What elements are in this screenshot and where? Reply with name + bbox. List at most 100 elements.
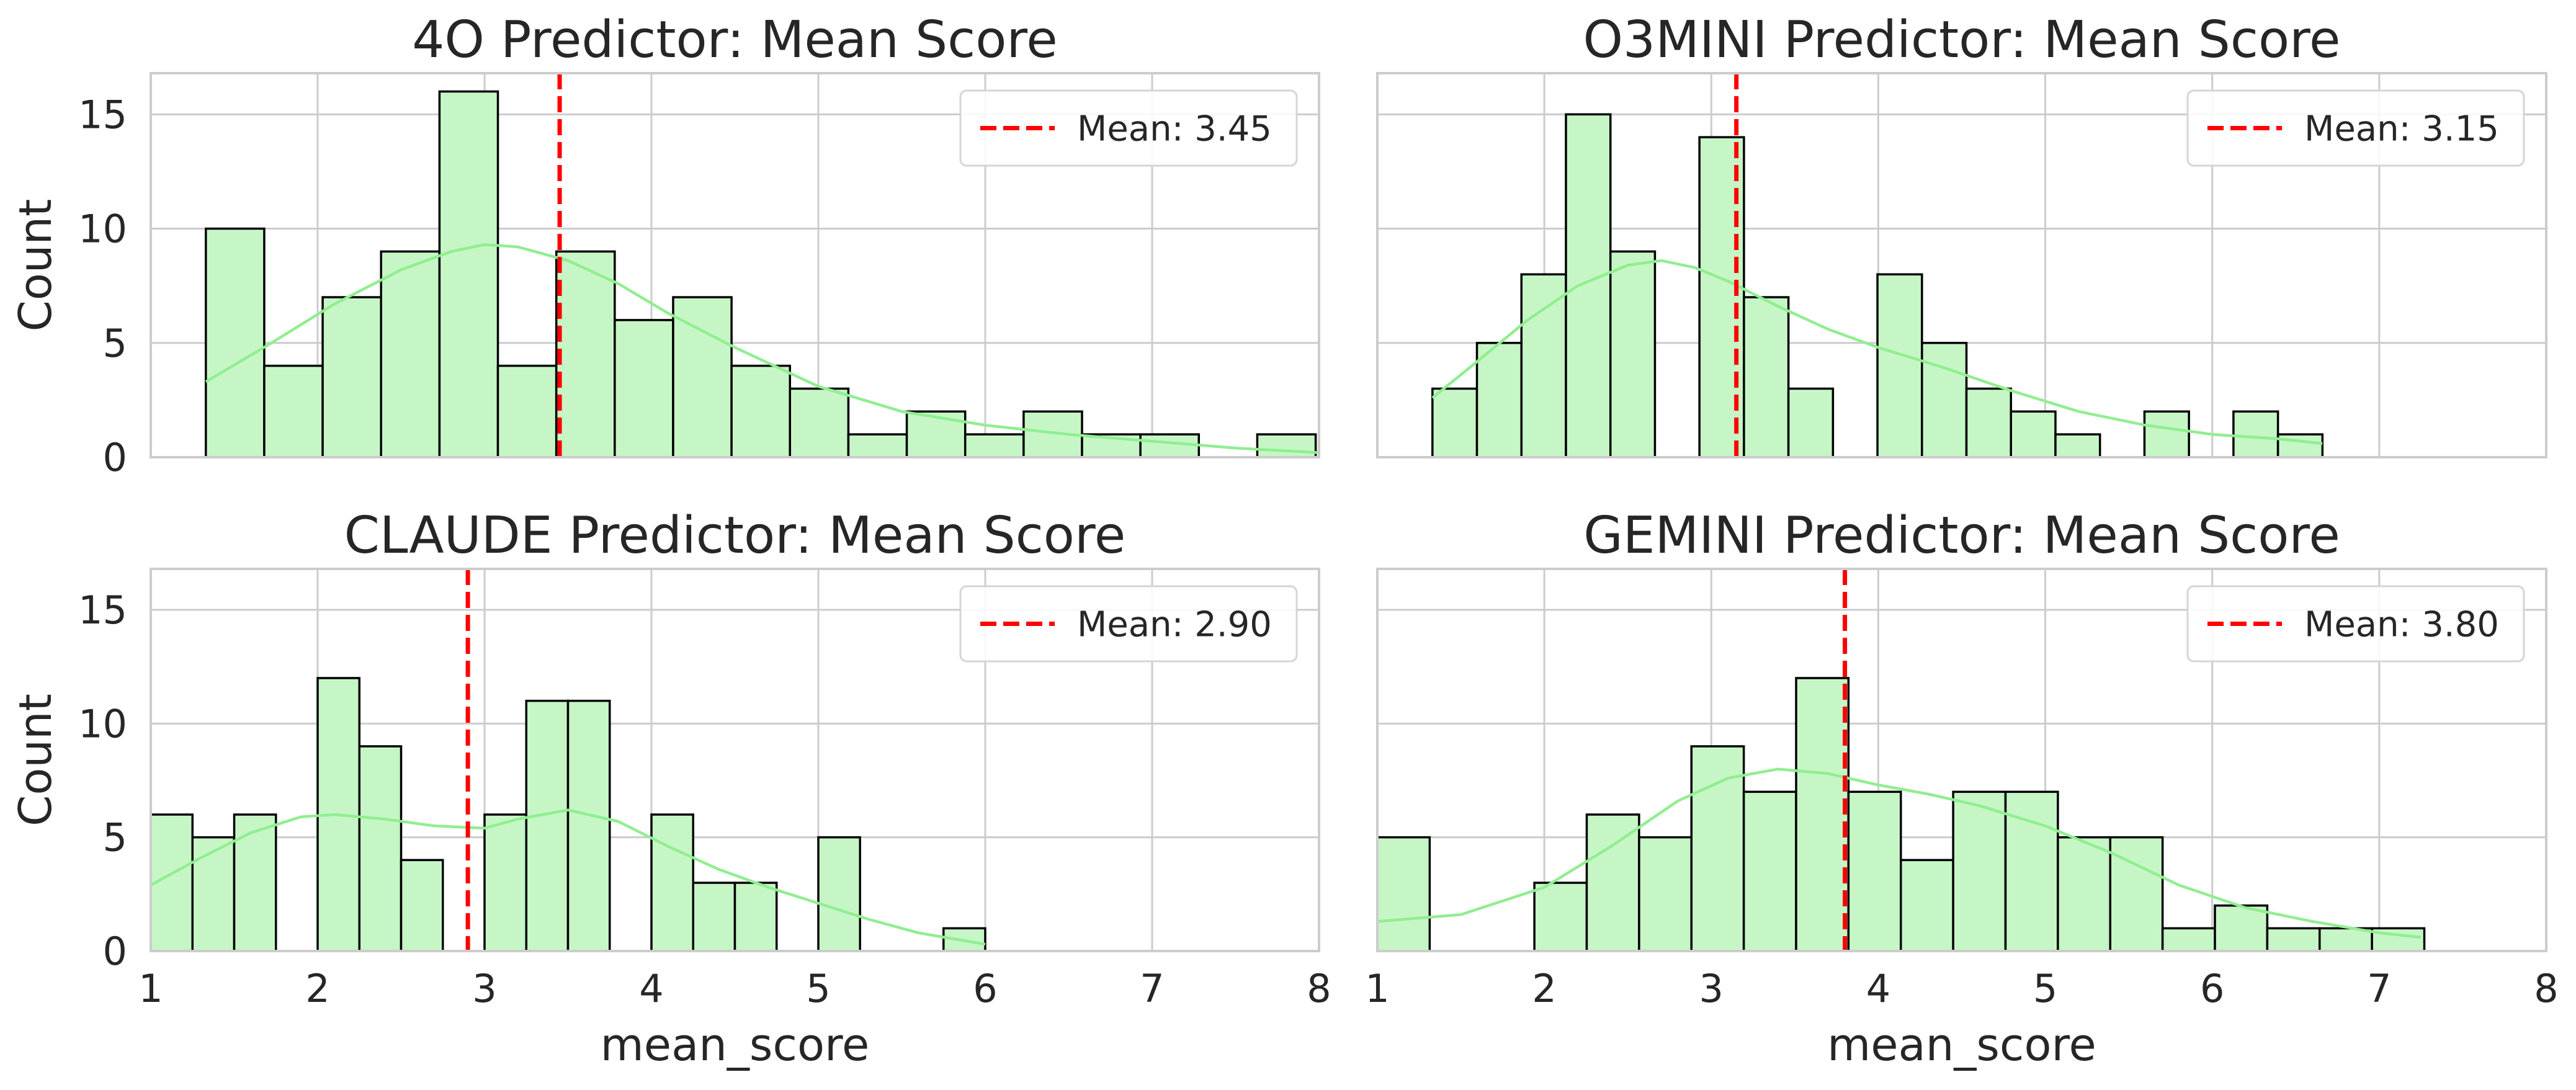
histogram-bar <box>650 813 694 951</box>
kde-curve <box>205 243 1319 454</box>
chart-title: 4O Predictor: Mean Score <box>412 11 1058 69</box>
y-tick-label: 10 <box>78 701 127 746</box>
y-axis-label: Count <box>9 694 61 826</box>
legend-box <box>2186 89 2525 167</box>
x-tick-label: 5 <box>806 966 830 1011</box>
histogram-bar <box>1742 790 1797 951</box>
histogram-bar <box>1377 836 1431 951</box>
x-tick-label: 8 <box>2534 966 2558 1011</box>
y-tick-label: 0 <box>103 929 127 974</box>
axes-frame <box>1376 72 2547 458</box>
histogram-bar <box>692 882 736 951</box>
y-axis-label: Count <box>9 199 61 332</box>
x-tick-label: 5 <box>2033 966 2057 1011</box>
histogram-bar <box>1609 250 1657 457</box>
x-tick-label: 2 <box>305 966 329 1011</box>
x-tick-label: 4 <box>639 966 663 1011</box>
legend-label: Mean: 3.15 <box>2304 109 2499 150</box>
x-tick-label: 4 <box>1866 966 1890 1011</box>
histogram-bar <box>1876 273 1923 457</box>
legend-box <box>959 585 1298 663</box>
kde-curve <box>1377 767 2422 939</box>
y-tick-label: 15 <box>78 587 127 633</box>
histogram-bar <box>400 859 444 951</box>
histogram-bar <box>525 699 570 951</box>
histogram-bar <box>2276 433 2324 457</box>
histogram-bar <box>1921 342 1968 457</box>
x-tick-label: 3 <box>1699 966 1724 1011</box>
x-tick-label: 8 <box>1307 966 1331 1011</box>
axes-frame <box>150 72 1320 458</box>
y-tick-label: 5 <box>103 815 127 860</box>
x-tick-label: 1 <box>138 966 163 1011</box>
histogram-bar <box>566 699 611 951</box>
x-tick-label: 2 <box>1532 966 1556 1011</box>
x-tick-label: 3 <box>472 966 496 1011</box>
legend-label: Mean: 2.90 <box>1077 605 1272 645</box>
histogram-bar <box>1431 387 1478 457</box>
x-tick-label: 7 <box>1140 966 1164 1011</box>
histogram-bar <box>1520 273 1567 457</box>
x-axis-label: mean_score <box>1827 1019 2096 1071</box>
histogram-bar <box>438 90 499 457</box>
histogram-bar <box>191 836 236 951</box>
legend: Mean: 2.90 <box>959 585 1298 663</box>
histogram-bar <box>1638 836 1693 951</box>
panel-gemini: GEMINI Predictor: Mean Score 1 2 3 4 5 6 7 8 mean… <box>1365 506 2558 1071</box>
legend: Mean: 3.45 <box>959 89 1298 167</box>
histogram-bar <box>2057 836 2112 951</box>
kde-curve <box>151 808 986 946</box>
histogram-bar <box>1787 387 1835 457</box>
histogram-bar <box>2371 927 2426 951</box>
histogram-bar <box>2109 836 2164 951</box>
bars <box>1377 677 2426 951</box>
histogram-bar <box>614 319 674 457</box>
x-tick-label: 6 <box>973 966 997 1011</box>
axes-frame <box>150 568 1320 952</box>
y-tick-label: 15 <box>78 92 127 137</box>
axes-frame <box>1376 568 2547 952</box>
chart-title: GEMINI Predictor: Mean Score <box>1583 506 2340 565</box>
histogram-bar <box>733 882 778 951</box>
histogram-bar <box>1533 882 1588 951</box>
histogram-bar <box>789 387 850 457</box>
x-axis-label: mean_score <box>601 1019 870 1071</box>
chart-title: O3MINI Predictor: Mean Score <box>1583 11 2341 69</box>
histogram-bar <box>555 250 616 457</box>
histogram-bar <box>483 813 527 951</box>
histogram-bar <box>233 813 277 951</box>
histogram-bar <box>496 364 558 457</box>
histogram-bar <box>1795 677 1850 951</box>
y-tick-label: 10 <box>78 207 127 252</box>
histogram-bar <box>2266 927 2321 951</box>
histogram-bar <box>1256 433 1317 457</box>
histogram-bar <box>1475 342 1523 457</box>
histogram-bar <box>1900 859 1954 951</box>
histogram-bar <box>321 296 382 457</box>
x-tick-label: 6 <box>2200 966 2224 1011</box>
legend-box <box>2186 585 2525 663</box>
histogram-bar <box>817 836 861 951</box>
chart-title: CLAUDE Predictor: Mean Score <box>344 506 1126 565</box>
y-tick-label: 5 <box>103 321 127 366</box>
histogram-bar <box>847 433 908 457</box>
legend-label: Mean: 3.45 <box>1077 109 1272 150</box>
panel-claude: CLAUDE Predictor: Mean Score 0 5 10 15 1 2 3 4 5 6… <box>9 506 1331 1071</box>
histogram-bar <box>205 227 266 457</box>
legend: Mean: 3.80 <box>2186 585 2525 663</box>
bars <box>205 90 1317 457</box>
histogram-bar <box>672 296 733 457</box>
panel-o3mini: O3MINI Predictor: Mean Score Mean: 3.15 <box>1376 11 2547 458</box>
histogram-bar <box>964 433 1025 457</box>
histogram-bar <box>2010 410 2057 457</box>
bars <box>151 677 986 951</box>
histogram-bar <box>380 250 441 457</box>
histogram-bar <box>1743 296 1790 457</box>
x-tick-label: 7 <box>2367 966 2391 1011</box>
histogram-bar <box>2319 927 2373 951</box>
histogram-bar <box>2054 433 2101 457</box>
legend-label: Mean: 3.80 <box>2304 605 2499 645</box>
x-tick-label: 1 <box>1365 966 1389 1011</box>
legend: Mean: 3.15 <box>2186 89 2525 167</box>
histogram-bar <box>358 745 403 951</box>
